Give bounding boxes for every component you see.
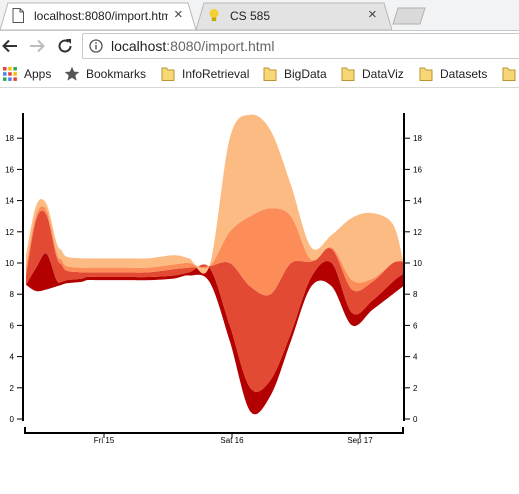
tab-shape (0, 2, 196, 30)
folder-icon (419, 67, 433, 81)
tab-title: CS 585 (230, 9, 271, 23)
page-icon (12, 8, 24, 23)
bookmark-label: Bookmarks (86, 67, 147, 81)
folder-icon (502, 67, 516, 81)
stream-layer-3 (26, 206, 403, 296)
reload-icon[interactable] (55, 36, 75, 56)
url-rest: :8080/import.html (166, 38, 275, 54)
forward-arrow-icon[interactable] (27, 36, 47, 56)
star-icon (64, 66, 80, 81)
url-text: localhost:8080/import.html (111, 38, 274, 54)
bookmark-label: Apps (24, 67, 52, 81)
y-tick-label-right: 10 (413, 259, 422, 268)
y-tick-label-right: 16 (413, 165, 422, 174)
chart-svg: 0 0 2 2 4 4 6 6 8 8 10 10 12 12 14 14 16 16 18 18 Fri 15 Sat … (5, 113, 422, 445)
y-tick-label-right: 12 (413, 228, 422, 237)
url-host: localhost (111, 38, 167, 54)
y-tick-label-left: 0 (10, 415, 15, 424)
folder-icon (161, 67, 175, 81)
bookmark-label: InfoRetrieval (182, 67, 250, 81)
x-tick-label: Sat 16 (220, 436, 244, 445)
y-tick-label-left: 12 (5, 228, 14, 237)
tab-localhost[interactable]: localhost:8080/import.htm × (0, 2, 196, 30)
tab-strip: localhost:8080/import.htm × CS 585 × (0, 0, 519, 31)
stream-layers (26, 114, 403, 415)
browser-toolbar: localhost:8080/import.html (0, 31, 519, 61)
folder-icon (341, 67, 355, 81)
x-tick-label: Sep 17 (347, 436, 373, 445)
bookmark-label: DataViz (362, 67, 404, 81)
bookmarks-bar: Apps Bookmarks InfoRetrieval BigData Dat… (0, 61, 519, 88)
y-tick-label-left: 4 (10, 353, 15, 362)
streamgraph-chart: 0 0 2 2 4 4 6 6 8 8 10 10 12 12 14 14 16 16 18 18 Fri 15 Sat … (0, 88, 519, 489)
y-tick-label-right: 2 (413, 384, 418, 393)
tab-cs585[interactable]: CS 585 × (196, 2, 392, 30)
back-arrow-icon[interactable] (0, 36, 20, 56)
y-tick-label-left: 10 (5, 259, 14, 268)
y-tick-label-right: 18 (413, 134, 422, 143)
info-icon[interactable] (89, 39, 103, 53)
bookmark-label: BigData (284, 67, 327, 81)
new-tab-button[interactable] (392, 7, 426, 25)
bookmark-label: Datasets (440, 67, 488, 81)
y-tick-label-right: 14 (413, 197, 422, 206)
tab-title: localhost:8080/import.htm (34, 9, 168, 23)
y-tick-label-right: 0 (413, 415, 418, 424)
chart-axes: 0 0 2 2 4 4 6 6 8 8 10 10 12 12 14 14 16 16 18 18 Fri 15 Sat … (5, 113, 422, 445)
tab-shape (196, 2, 392, 30)
address-bar[interactable]: localhost:8080/import.html (82, 33, 519, 59)
bulb-icon (209, 9, 219, 21)
stream-layer-4 (26, 114, 403, 283)
y-tick-label-left: 14 (5, 197, 14, 206)
y-tick-label-left: 6 (10, 321, 15, 330)
x-tick-label: Fri 15 (94, 436, 115, 445)
y-tick-label-right: 4 (413, 353, 418, 362)
y-tick-label-left: 2 (10, 384, 15, 393)
apps-grid-icon (3, 67, 17, 81)
y-tick-label-right: 6 (413, 321, 418, 330)
close-tab-icon[interactable]: × (174, 6, 183, 23)
y-tick-label-left: 8 (10, 290, 15, 299)
y-tick-label-left: 18 (5, 134, 14, 143)
folder-icon (263, 67, 277, 81)
y-tick-label-left: 16 (5, 165, 14, 174)
close-tab-icon[interactable]: × (368, 6, 377, 23)
y-tick-label-right: 8 (413, 290, 418, 299)
stream-layer-1 (26, 253, 403, 415)
